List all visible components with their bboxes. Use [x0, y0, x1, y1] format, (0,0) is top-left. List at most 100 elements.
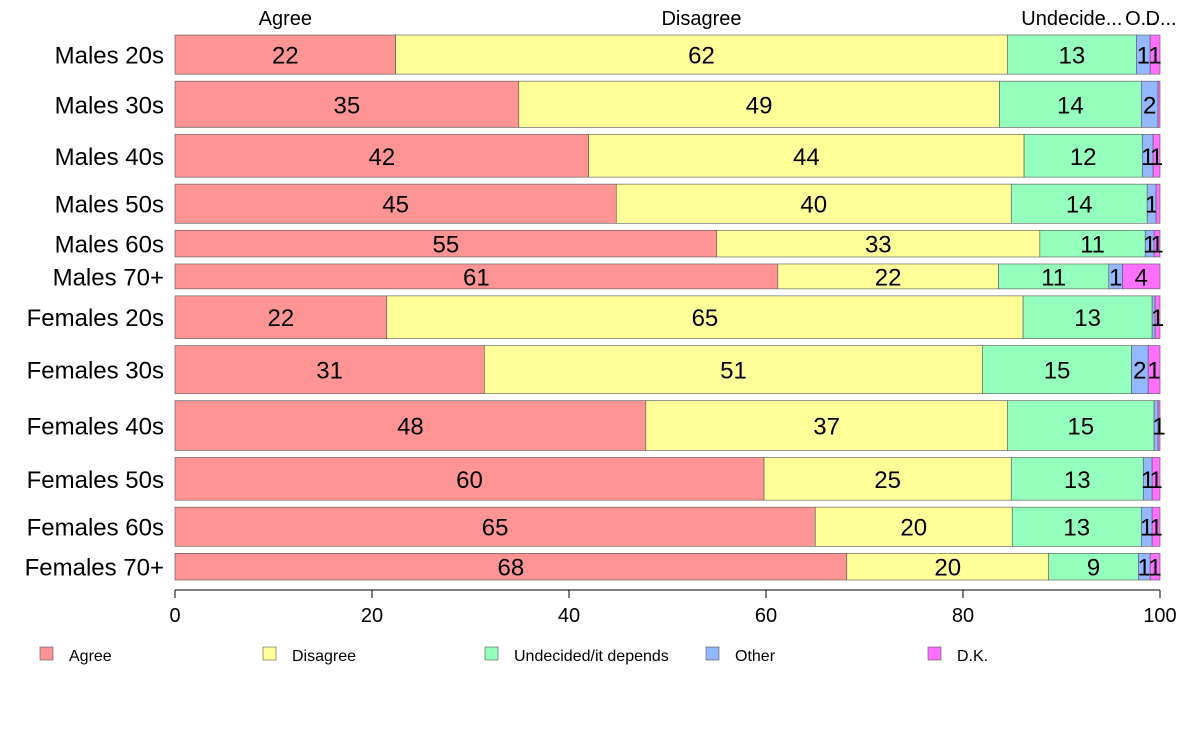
bar-segment-d-k — [1153, 229, 1161, 258]
row-label: Females 20s — [27, 305, 164, 332]
data-label: 55 — [433, 232, 460, 259]
data-label: 1 — [1141, 144, 1154, 171]
row-label: Females 40s — [27, 414, 164, 441]
row-label: Males 70+ — [53, 264, 164, 291]
data-label: 15 — [1044, 358, 1071, 385]
x-tick-label: 20 — [361, 605, 383, 627]
top-label-undecided-it-depends: Undecide... — [1021, 8, 1122, 30]
top-label-agree: Agree — [259, 8, 312, 30]
bar-segment-disagree — [395, 34, 1008, 75]
data-label: 51 — [720, 358, 747, 385]
data-label: 2 — [1133, 358, 1146, 385]
bar-segment-agree — [174, 400, 647, 451]
bar-segment-agree — [174, 457, 765, 501]
legend-item-agree: Agree — [39, 646, 112, 665]
bar-segment-disagree — [846, 553, 1049, 581]
data-label: 1 — [1148, 43, 1161, 70]
data-label: 14 — [1066, 192, 1093, 219]
data-label: 68 — [498, 555, 525, 582]
data-label: 1 — [1151, 305, 1164, 332]
data-label: 13 — [1063, 515, 1090, 542]
bar-segment-agree — [174, 183, 617, 224]
data-label: 12 — [1070, 144, 1097, 171]
legend-swatch — [484, 646, 499, 661]
x-tick-label: 40 — [558, 605, 580, 627]
data-label: 22 — [268, 305, 295, 332]
bar-row-females-70: 68 20 9 11 — [174, 553, 1162, 582]
top-label-disagree: Disagree — [661, 8, 741, 30]
data-label: 42 — [368, 144, 395, 171]
data-label: 11 — [1080, 232, 1105, 259]
legend-item-d-k: D.K. — [927, 646, 988, 665]
data-label: 62 — [688, 43, 715, 70]
bar-row-females-30s: 31 51 15 2 1 — [174, 345, 1161, 394]
x-tick-label: 100 — [1143, 605, 1176, 627]
bar-segment-d-k — [1149, 34, 1161, 75]
bar-segment-d-k — [1151, 506, 1161, 547]
bar-segment-undecided-it-depends — [1022, 295, 1153, 339]
data-label: 4 — [1135, 264, 1148, 291]
row-label: Females 30s — [27, 358, 164, 385]
bar-segment-agree — [174, 295, 388, 339]
data-label: 1 — [1143, 232, 1156, 259]
legend-swatch — [927, 646, 942, 661]
legend-label: Undecided/it depends — [514, 648, 669, 665]
data-label: 48 — [397, 414, 424, 441]
top-label-d-k: D... — [1146, 8, 1177, 30]
data-label: 40 — [800, 192, 827, 219]
bar-row-females-40s: 48 37 15 1 — [174, 400, 1166, 451]
bar-segment-disagree — [716, 229, 1041, 258]
legend-item-other: Other — [705, 646, 776, 665]
data-label: 1 — [1137, 43, 1150, 70]
data-label: 13 — [1074, 305, 1101, 332]
bar-segment-disagree — [763, 457, 1012, 501]
data-label: 1 — [1149, 515, 1162, 542]
row-label: Males 60s — [55, 232, 164, 259]
bar-row-males-50s: 45 40 14 1 — [174, 183, 1161, 224]
legend-swatch — [705, 646, 720, 661]
bar-segment-agree — [174, 229, 718, 258]
data-label: 1 — [1138, 555, 1151, 582]
bar-segment-undecided-it-depends — [1023, 134, 1143, 178]
data-label: 1 — [1150, 144, 1163, 171]
row-label: Males 20s — [55, 43, 164, 70]
bar-segment-d-k — [1157, 80, 1161, 128]
data-label: 1 — [1140, 515, 1153, 542]
data-label: 35 — [334, 92, 361, 119]
legend-label: Other — [735, 648, 776, 665]
bar-segment-agree — [174, 263, 779, 290]
legend: Agree Disagree Undecided/it depends Other D.… — [39, 646, 988, 665]
top-labels: Agree Disagree Undecide... O...D... — [259, 8, 1177, 30]
legend-label: Disagree — [292, 648, 356, 665]
row-label: Males 50s — [55, 192, 164, 219]
data-label: 13 — [1064, 467, 1091, 494]
bar-segment-d-k — [1155, 183, 1161, 224]
data-label: 22 — [272, 43, 299, 70]
data-label: 1 — [1150, 232, 1163, 259]
legend-item-undecided-it-depends: Undecided/it depends — [484, 646, 669, 665]
legend-label: Agree — [69, 648, 112, 665]
data-label: 11 — [1041, 264, 1066, 291]
data-label: 1 — [1147, 358, 1160, 385]
bar-row-females-20s: 22 65 13 1 — [174, 295, 1164, 339]
data-label: 65 — [692, 305, 719, 332]
bar-segment-undecided-it-depends — [1007, 400, 1155, 451]
bar-segment-d-k — [1154, 295, 1161, 339]
data-label: 20 — [900, 515, 927, 542]
x-tick-label: 80 — [952, 605, 974, 627]
bar-segment-undecided-it-depends — [1010, 183, 1148, 224]
data-label: 1 — [1145, 192, 1158, 219]
bar-segment-disagree — [615, 183, 1012, 224]
bar-segment-disagree — [814, 506, 1013, 547]
bar-segment-disagree — [645, 400, 1008, 451]
row-label: Females 60s — [27, 515, 164, 542]
data-label: 1 — [1109, 264, 1122, 291]
bar-row-females-60s: 65 20 13 11 — [174, 506, 1163, 547]
top-label-other: O... — [1125, 8, 1157, 30]
row-label: Males 30s — [55, 92, 164, 119]
data-label: 45 — [382, 192, 409, 219]
bar-segment-disagree — [386, 295, 1024, 339]
bar-segment-d-k — [1151, 457, 1161, 501]
